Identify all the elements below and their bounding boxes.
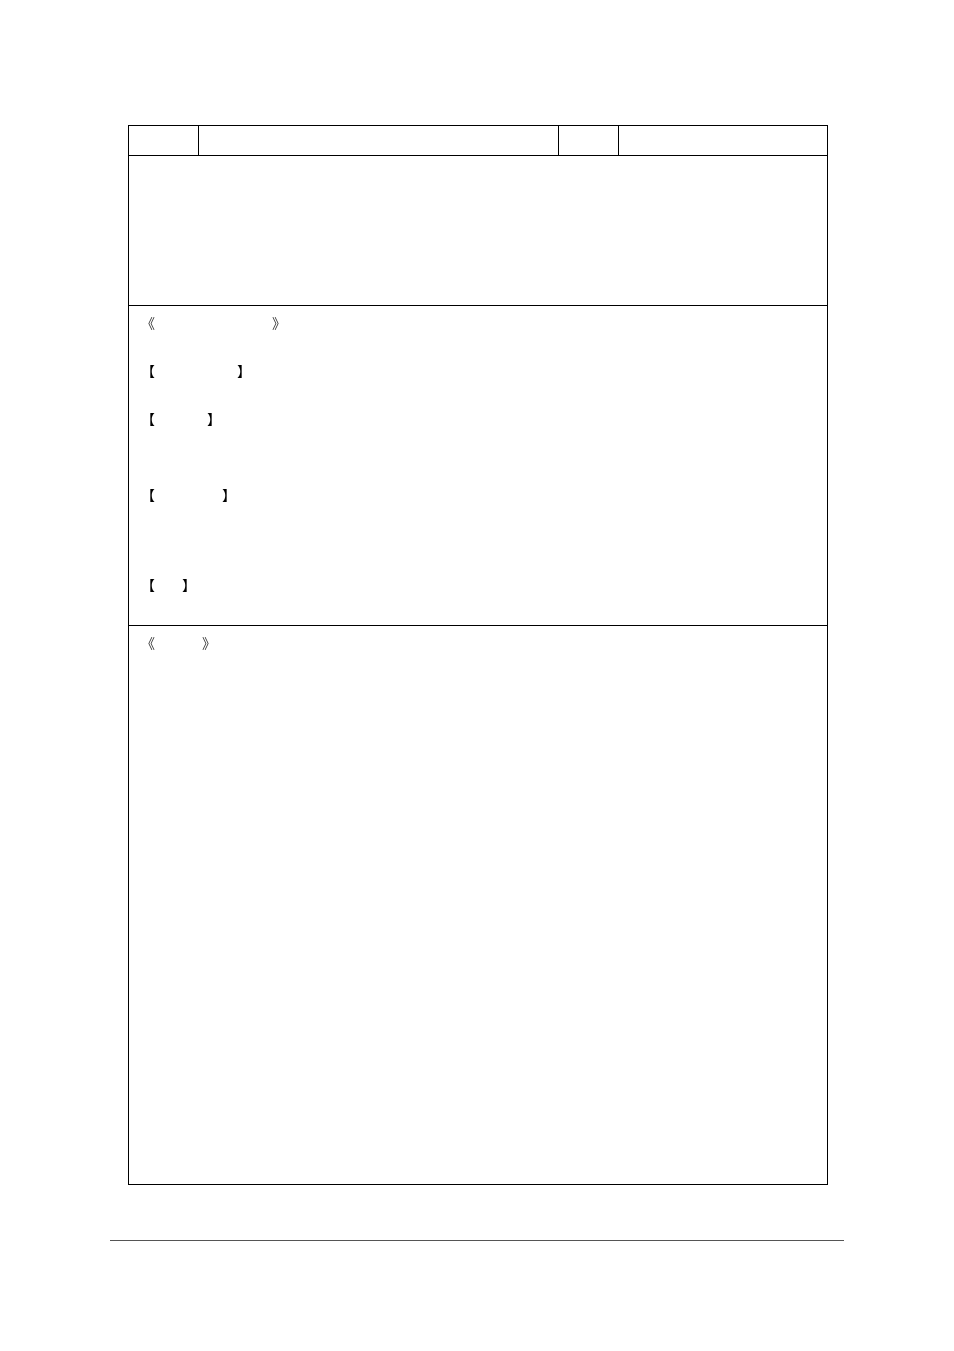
header-cell-3	[559, 126, 619, 155]
square-bracket-left-icon: 【	[141, 414, 155, 429]
square-bracket-left-icon: 【	[141, 580, 155, 595]
angle-bracket-left-icon: 《	[141, 634, 155, 654]
bracket-item-1: 【 】	[141, 362, 815, 382]
angle-bracket-right-icon: 》	[202, 634, 216, 654]
square-bracket-right-icon: 】	[222, 490, 236, 505]
footer-divider	[110, 1240, 844, 1241]
bracket-item-4: 【 】	[141, 576, 815, 596]
section3-title: 《 》	[141, 634, 815, 654]
bracket-item-3: 【 】	[141, 486, 815, 506]
square-bracket-right-icon: 】	[182, 580, 196, 595]
section-blank	[129, 156, 827, 306]
angle-bracket-right-icon: 》	[272, 314, 286, 334]
header-cell-1	[129, 126, 199, 155]
table-header-row	[129, 126, 827, 156]
section-bottom: 《 》	[129, 626, 827, 662]
square-bracket-left-icon: 【	[141, 366, 155, 381]
section-bracketed-items: 《 》 【 】 【 】 【 】	[129, 306, 827, 626]
header-cell-2	[199, 126, 559, 155]
document-table: 《 》 【 】 【 】 【 】	[128, 125, 828, 1185]
angle-bracket-left-icon: 《	[141, 314, 155, 334]
square-bracket-right-icon: 】	[237, 366, 251, 381]
bracket-item-2: 【 】	[141, 410, 815, 430]
square-bracket-left-icon: 【	[141, 490, 155, 505]
header-cell-4	[619, 126, 827, 155]
section2-title: 《 》	[141, 314, 815, 334]
square-bracket-right-icon: 】	[207, 414, 221, 429]
